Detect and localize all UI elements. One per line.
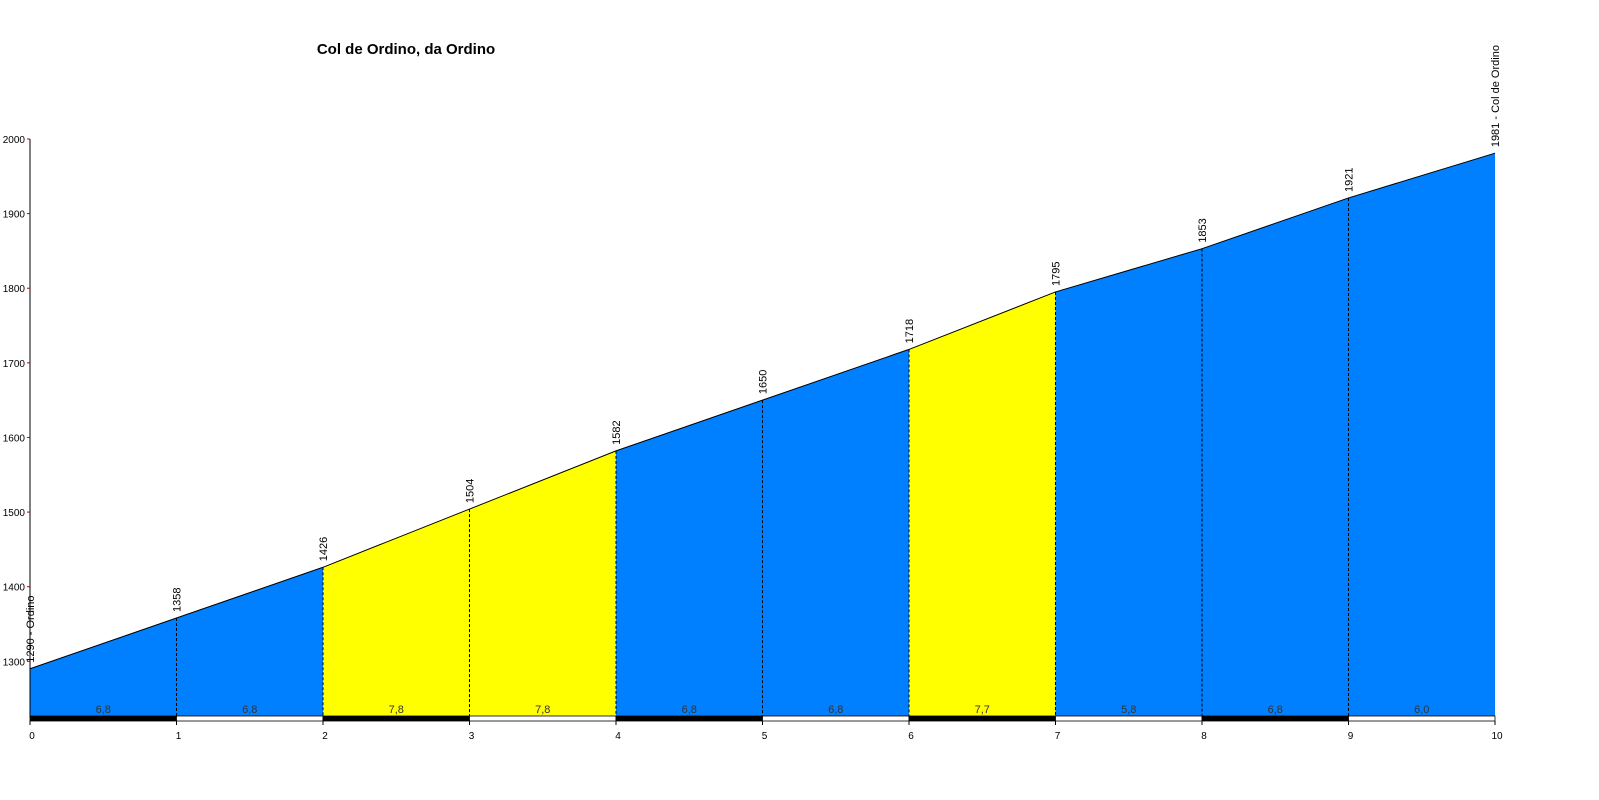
x-tick-label: 0: [29, 731, 35, 742]
y-tick-label: 1500: [3, 508, 26, 519]
km-strip: [1055, 715, 1203, 722]
x-tick-label: 10: [1491, 731, 1503, 742]
x-tick-label: 3: [469, 731, 475, 742]
elevation-label: 1795: [1051, 261, 1063, 285]
x-tick-label: 9: [1348, 731, 1354, 742]
elevation-label: 1981 - Col de Ordino: [1490, 45, 1502, 147]
y-tick-label: 1300: [3, 657, 26, 668]
profile-segment: [323, 509, 470, 718]
gradient-label: 6,0: [1414, 704, 1429, 716]
gradient-label: 7,8: [535, 704, 550, 716]
elevation-label: 1582: [611, 420, 623, 444]
elevation-label: 1426: [318, 537, 330, 561]
gradient-label: 5,8: [1121, 704, 1136, 716]
x-tick-label: 8: [1201, 731, 1207, 742]
elevation-label: 1853: [1197, 218, 1209, 242]
km-strip: [176, 715, 324, 722]
x-tick-label: 5: [762, 731, 768, 742]
y-tick-label: 1800: [3, 284, 26, 295]
profile-segment: [616, 400, 763, 718]
profile-segment: [1055, 248, 1202, 718]
km-strip: [469, 715, 617, 722]
elevation-label: 1718: [904, 319, 916, 343]
km-strip: [322, 715, 470, 722]
gradient-label: 7,8: [389, 704, 404, 716]
x-tick-label: 2: [322, 731, 328, 742]
elevation-label: 1650: [758, 370, 770, 394]
elevation-label: 1358: [172, 588, 184, 612]
gradient-label: 6,8: [242, 704, 257, 716]
km-strip: [29, 715, 177, 722]
profile-segment: [30, 618, 177, 718]
profile-segment: [1348, 153, 1495, 719]
km-strip: [908, 715, 1056, 722]
y-tick-label: 1400: [3, 583, 26, 594]
chart-title: Col de Ordino, da Ordino: [317, 41, 495, 58]
profile-segment: [909, 291, 1056, 718]
elevation-label: 1504: [465, 479, 477, 503]
x-tick-label: 4: [615, 731, 621, 742]
x-tick-label: 7: [1055, 731, 1061, 742]
y-tick-label: 2000: [3, 135, 26, 146]
profile-segment: [762, 349, 909, 718]
km-strip: [1201, 715, 1349, 722]
y-tick-label: 1700: [3, 359, 26, 370]
km-strip: [762, 715, 910, 722]
y-tick-label: 1900: [3, 210, 26, 221]
profile-segment: [1202, 197, 1349, 718]
gradient-label: 6,8: [96, 704, 111, 716]
x-tick-label: 1: [176, 731, 182, 742]
gradient-label: 7,7: [975, 704, 990, 716]
elevation-label: 1921: [1344, 167, 1356, 191]
km-strip: [1348, 715, 1496, 722]
gradient-label: 6,8: [682, 704, 697, 716]
elevation-label: 1290 - Ordino: [25, 595, 37, 662]
gradient-label: 6,8: [828, 704, 843, 716]
profile-segment: [469, 450, 616, 718]
gradient-label: 6,8: [1268, 704, 1283, 716]
km-strip: [615, 715, 763, 722]
profile-segment: [176, 567, 323, 718]
y-tick-label: 1600: [3, 433, 26, 444]
x-tick-label: 6: [908, 731, 914, 742]
